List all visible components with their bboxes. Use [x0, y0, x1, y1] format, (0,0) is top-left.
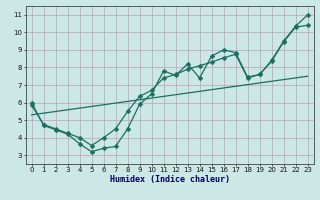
X-axis label: Humidex (Indice chaleur): Humidex (Indice chaleur): [109, 175, 230, 184]
